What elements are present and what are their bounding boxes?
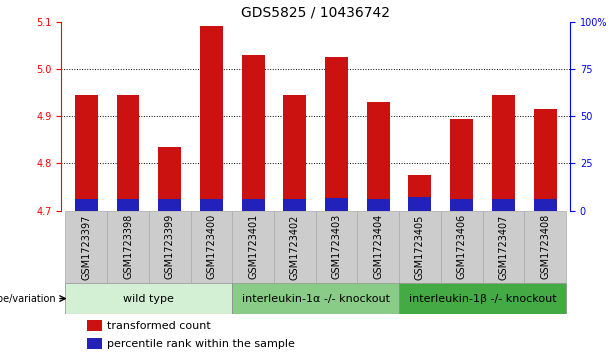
Bar	[316, 211, 357, 283]
Bar	[191, 211, 232, 283]
Bar	[524, 211, 566, 283]
Text: interleukin-1β -/- knockout: interleukin-1β -/- knockout	[409, 294, 557, 303]
Text: GSM1723401: GSM1723401	[248, 214, 258, 280]
Bar	[200, 199, 223, 211]
Bar	[408, 197, 432, 211]
Text: GSM1723399: GSM1723399	[165, 214, 175, 280]
Text: GSM1723404: GSM1723404	[373, 214, 383, 280]
Bar	[158, 199, 181, 211]
Text: interleukin-1α -/- knockout: interleukin-1α -/- knockout	[242, 294, 390, 303]
Bar	[200, 26, 223, 211]
Bar	[482, 211, 524, 283]
Bar	[325, 57, 348, 211]
Bar	[87, 338, 102, 349]
Bar	[242, 55, 265, 211]
Bar	[283, 95, 306, 211]
Bar	[283, 199, 306, 211]
Text: GSM1723408: GSM1723408	[540, 214, 550, 280]
Bar	[399, 283, 566, 314]
Text: GSM1723400: GSM1723400	[207, 214, 216, 280]
Bar	[450, 199, 473, 211]
Bar	[492, 95, 515, 211]
Text: GSM1723406: GSM1723406	[457, 214, 466, 280]
Bar	[441, 211, 482, 283]
Bar	[232, 211, 274, 283]
Bar	[408, 175, 432, 211]
Bar	[116, 199, 140, 211]
Text: GSM1723397: GSM1723397	[82, 214, 91, 280]
Text: GSM1723407: GSM1723407	[498, 214, 508, 280]
Bar	[533, 199, 557, 211]
Bar	[66, 211, 107, 283]
Bar	[116, 95, 140, 211]
Text: percentile rank within the sample: percentile rank within the sample	[107, 339, 295, 349]
Bar	[75, 95, 98, 211]
Bar	[242, 199, 265, 211]
Bar	[367, 199, 390, 211]
Text: GSM1723405: GSM1723405	[415, 214, 425, 280]
Bar	[533, 109, 557, 211]
Bar	[357, 211, 399, 283]
Title: GDS5825 / 10436742: GDS5825 / 10436742	[241, 5, 390, 19]
Bar	[158, 147, 181, 211]
Text: genotype/variation: genotype/variation	[0, 294, 56, 303]
Bar	[87, 320, 102, 331]
Text: transformed count: transformed count	[107, 321, 211, 331]
Bar	[107, 211, 149, 283]
Bar	[399, 211, 441, 283]
Bar	[325, 198, 348, 211]
Text: wild type: wild type	[123, 294, 174, 303]
Text: GSM1723402: GSM1723402	[290, 214, 300, 280]
Bar	[232, 283, 399, 314]
Bar	[274, 211, 316, 283]
Bar	[66, 283, 232, 314]
Text: GSM1723398: GSM1723398	[123, 214, 133, 280]
Text: GSM1723403: GSM1723403	[332, 214, 341, 280]
Bar	[367, 102, 390, 211]
Bar	[492, 199, 515, 211]
Bar	[75, 199, 98, 211]
Bar	[149, 211, 191, 283]
Bar	[450, 119, 473, 211]
